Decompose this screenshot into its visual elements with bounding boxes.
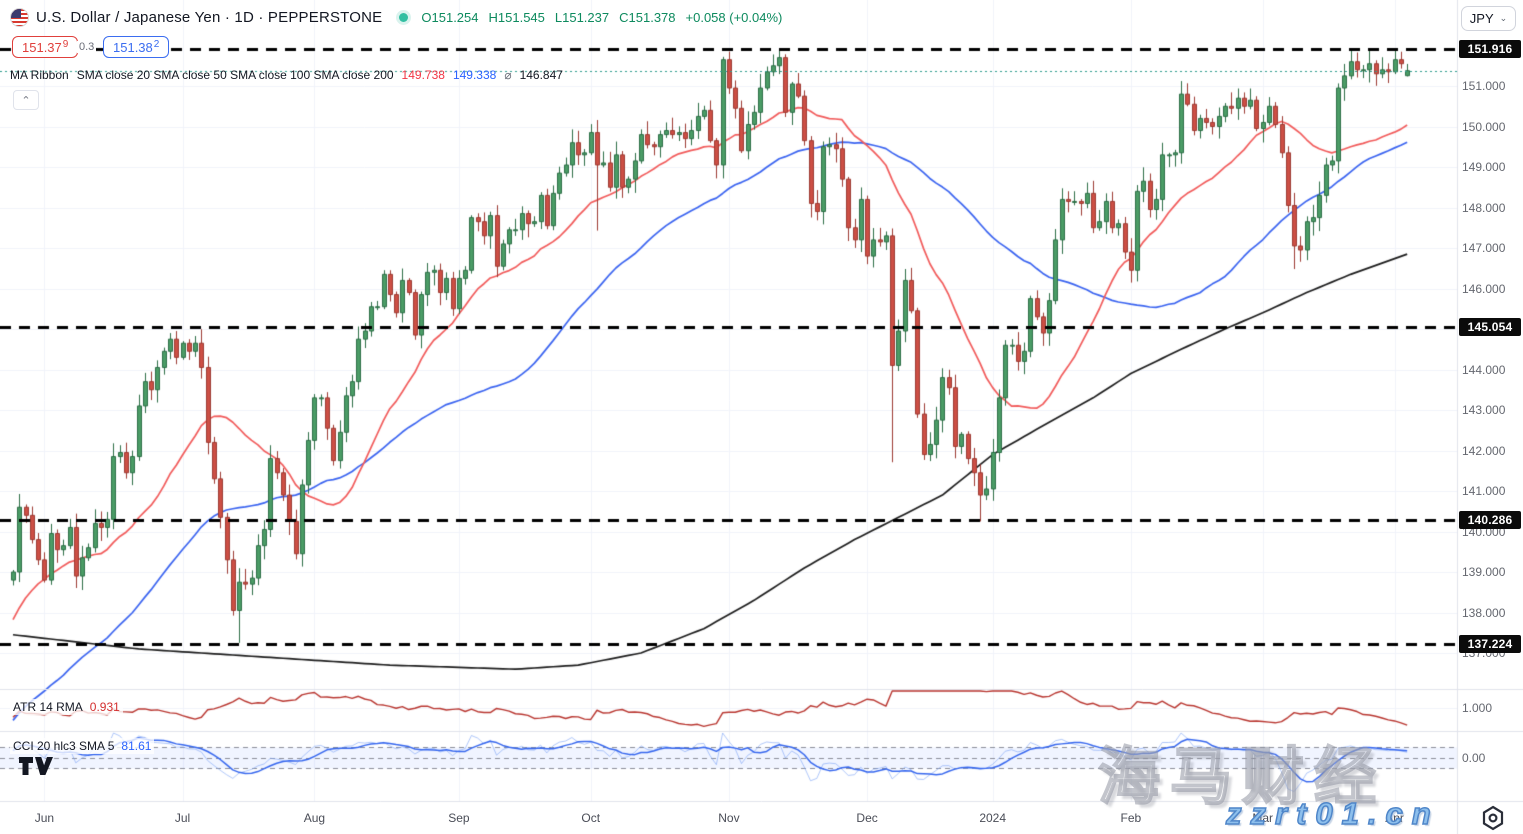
sma200-value: 146.847	[519, 68, 563, 82]
watermark-chinese: 海马财经	[1097, 742, 1387, 813]
spread-value: 0.3	[77, 41, 97, 53]
close-value: C151.378	[619, 10, 676, 25]
price-tick: 143.000	[1462, 403, 1506, 417]
price-tick: 150.000	[1462, 119, 1506, 134]
open-value: O151.254	[421, 10, 479, 25]
collapse-legend-button[interactable]: ⌃	[13, 90, 39, 110]
time-axis-month: Oct	[581, 811, 601, 825]
time-axis-month: Sep	[448, 811, 470, 825]
chevron-down-icon: ⌄	[1499, 13, 1508, 23]
time-axis-month: Jun	[34, 811, 55, 825]
sma20-value: 149.738	[401, 68, 445, 82]
bid-price: 151.37	[22, 39, 62, 55]
usd-flag-icon	[10, 8, 29, 27]
ma-ribbon-legend[interactable]: MA Ribbon SMA close 20 SMA close 50 SMA …	[10, 68, 563, 82]
price-tick: 139.000	[1462, 565, 1506, 579]
ma-ribbon-params: SMA close 20 SMA close 50 SMA close 100 …	[76, 68, 394, 82]
change-value: +0.058 (+0.04%)	[685, 10, 783, 25]
time-axis-month: Jul	[174, 811, 191, 825]
time-axis-month: Nov	[718, 811, 740, 825]
price-tick: 147.000	[1462, 241, 1506, 255]
price-tick: 141.000	[1462, 484, 1506, 498]
ask-price-button[interactable]: 151.38 2	[103, 36, 170, 58]
price-tick: 149.000	[1462, 160, 1506, 174]
cci-label: CCI 20 hlc3 SMA 5	[13, 739, 115, 753]
atr-value: 0.931	[89, 700, 120, 714]
time-axis-month: Dec	[856, 811, 878, 825]
market-status-dot	[399, 13, 409, 22]
watermark-url: zzrt01.cn	[1225, 795, 1440, 832]
atr-legend[interactable]: ATR 14 RMA 0.931	[10, 699, 123, 715]
price-tick: 151.000	[1462, 79, 1506, 93]
time-axis-month: Apr	[1385, 811, 1404, 825]
ma-ribbon-label: MA Ribbon	[10, 68, 69, 82]
level-price-badge: 140.286	[1459, 510, 1521, 529]
time-axis-month: Aug	[303, 811, 326, 825]
tradingview-logo[interactable]	[18, 756, 54, 776]
currency-unit-dropdown[interactable]: JPY ⌄	[1461, 6, 1516, 31]
price-tick: 146.000	[1462, 281, 1506, 296]
price-tick: 144.000	[1462, 362, 1506, 377]
high-value: H151.545	[488, 10, 545, 25]
time-axis-month: 2024	[979, 811, 1007, 825]
symbol-title[interactable]: U.S. Dollar / Japanese Yen · 1D · PEPPER…	[36, 9, 383, 26]
cci-axis-tick: 0.00	[1462, 751, 1486, 765]
ask-sup-digit: 2	[153, 38, 160, 50]
cci-legend[interactable]: CCI 20 hlc3 SMA 5 81.61	[10, 738, 155, 754]
sma100-hidden-symbol: ⌀	[504, 68, 512, 82]
currency-label: JPY	[1469, 11, 1494, 26]
low-value: L151.237	[554, 10, 610, 25]
atr-axis-tick: 1.000	[1462, 701, 1493, 715]
chart-header: U.S. Dollar / Japanese Yen · 1D · PEPPER…	[10, 8, 782, 27]
bid-sup-digit: 9	[62, 38, 69, 50]
ohlc-values: O151.254 H151.545 L151.237 C151.378 +0.0…	[421, 10, 782, 25]
level-price-badge: 137.224	[1459, 634, 1521, 653]
price-tick: 148.000	[1462, 200, 1506, 215]
settings-nut-icon[interactable]	[1479, 804, 1507, 832]
level-price-badge: 151.916	[1459, 39, 1521, 58]
price-tick: 142.000	[1462, 443, 1506, 458]
atr-label: ATR 14 RMA	[13, 700, 83, 714]
time-axis-month: Feb	[1120, 811, 1142, 825]
ask-price: 151.38	[113, 39, 153, 55]
bid-price-button[interactable]: 151.37 9	[12, 36, 79, 58]
sma50-value: 149.338	[452, 68, 497, 82]
time-axis-month: Mar	[1252, 811, 1274, 825]
cci-value: 81.61	[121, 739, 152, 753]
level-price-badge: 145.054	[1459, 317, 1521, 336]
price-tick: 138.000	[1462, 605, 1506, 620]
